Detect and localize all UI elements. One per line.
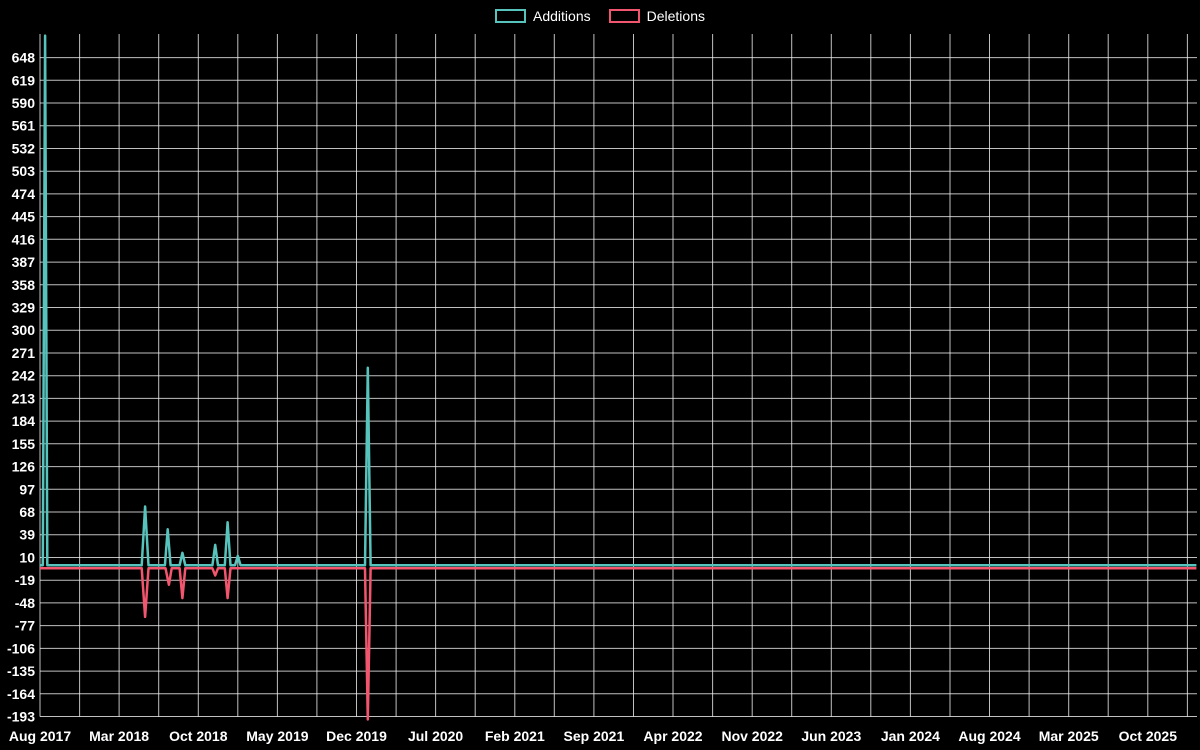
svg-text:Oct 2018: Oct 2018 — [169, 728, 228, 744]
legend-item-additions[interactable]: Additions — [495, 8, 591, 24]
svg-text:10: 10 — [19, 550, 35, 566]
svg-text:155: 155 — [12, 436, 36, 452]
svg-text:-106: -106 — [7, 640, 35, 656]
svg-text:Nov 2022: Nov 2022 — [721, 728, 783, 744]
svg-text:474: 474 — [12, 186, 36, 202]
svg-text:-48: -48 — [15, 595, 35, 611]
svg-text:Mar 2018: Mar 2018 — [89, 728, 149, 744]
svg-text:May 2019: May 2019 — [246, 728, 308, 744]
legend-item-deletions[interactable]: Deletions — [608, 8, 705, 24]
svg-text:-77: -77 — [15, 618, 35, 634]
svg-text:Oct 2025: Oct 2025 — [1119, 728, 1178, 744]
svg-text:Aug 2024: Aug 2024 — [958, 728, 1020, 744]
svg-text:358: 358 — [12, 277, 36, 293]
svg-text:329: 329 — [12, 300, 36, 316]
svg-text:97: 97 — [19, 481, 35, 497]
svg-text:532: 532 — [12, 141, 36, 157]
svg-text:126: 126 — [12, 459, 36, 475]
svg-text:-135: -135 — [7, 663, 35, 679]
svg-text:445: 445 — [12, 209, 36, 225]
svg-text:619: 619 — [12, 72, 36, 88]
svg-text:Apr 2022: Apr 2022 — [643, 728, 702, 744]
svg-text:Feb 2021: Feb 2021 — [485, 728, 545, 744]
svg-text:39: 39 — [19, 527, 35, 543]
svg-text:Jul 2020: Jul 2020 — [408, 728, 463, 744]
svg-text:242: 242 — [12, 368, 36, 384]
svg-text:300: 300 — [12, 322, 36, 338]
svg-text:271: 271 — [12, 345, 36, 361]
svg-text:-19: -19 — [15, 572, 35, 588]
additions-legend-label: Additions — [533, 8, 591, 24]
svg-text:Jun 2023: Jun 2023 — [801, 728, 861, 744]
svg-text:213: 213 — [12, 390, 36, 406]
svg-text:503: 503 — [12, 163, 36, 179]
svg-text:Sep 2021: Sep 2021 — [564, 728, 625, 744]
svg-text:-193: -193 — [7, 709, 35, 725]
svg-text:184: 184 — [12, 413, 36, 429]
svg-text:-164: -164 — [7, 686, 35, 702]
svg-text:Aug 2017: Aug 2017 — [9, 728, 71, 744]
svg-text:387: 387 — [12, 254, 36, 270]
svg-text:Jan 2024: Jan 2024 — [881, 728, 940, 744]
svg-text:561: 561 — [12, 118, 36, 134]
svg-text:590: 590 — [12, 95, 36, 111]
additions-swatch-icon — [495, 9, 527, 23]
deletions-legend-label: Deletions — [646, 8, 705, 24]
svg-text:Mar 2025: Mar 2025 — [1039, 728, 1099, 744]
svg-text:68: 68 — [19, 504, 35, 520]
svg-text:648: 648 — [12, 50, 36, 66]
svg-text:416: 416 — [12, 231, 36, 247]
deletions-swatch-icon — [608, 9, 640, 23]
chart-legend: Additions Deletions — [0, 8, 1200, 24]
svg-text:Dec 2019: Dec 2019 — [326, 728, 387, 744]
